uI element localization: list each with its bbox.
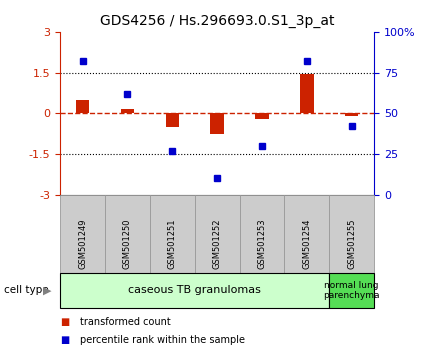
Text: GSM501251: GSM501251 xyxy=(168,218,177,269)
Text: GSM501255: GSM501255 xyxy=(347,218,356,269)
Bar xyxy=(255,113,269,119)
Bar xyxy=(166,113,179,127)
Text: GSM501253: GSM501253 xyxy=(258,218,267,269)
Text: caseous TB granulomas: caseous TB granulomas xyxy=(128,285,261,295)
Text: percentile rank within the sample: percentile rank within the sample xyxy=(80,335,245,345)
Bar xyxy=(76,100,89,113)
Text: GSM501254: GSM501254 xyxy=(302,218,311,269)
Text: GSM501252: GSM501252 xyxy=(213,218,221,269)
Text: transformed count: transformed count xyxy=(80,317,170,327)
Bar xyxy=(300,74,313,113)
Text: ■: ■ xyxy=(60,317,70,327)
Text: ■: ■ xyxy=(60,335,70,345)
Text: GSM501249: GSM501249 xyxy=(78,218,87,269)
Bar xyxy=(210,113,224,133)
Text: ▶: ▶ xyxy=(43,285,52,295)
Text: GSM501250: GSM501250 xyxy=(123,218,132,269)
Bar xyxy=(345,113,358,116)
Title: GDS4256 / Hs.296693.0.S1_3p_at: GDS4256 / Hs.296693.0.S1_3p_at xyxy=(100,14,335,28)
Bar xyxy=(121,109,134,113)
Text: cell type: cell type xyxy=(4,285,49,295)
Text: normal lung
parenchyma: normal lung parenchyma xyxy=(323,281,380,300)
